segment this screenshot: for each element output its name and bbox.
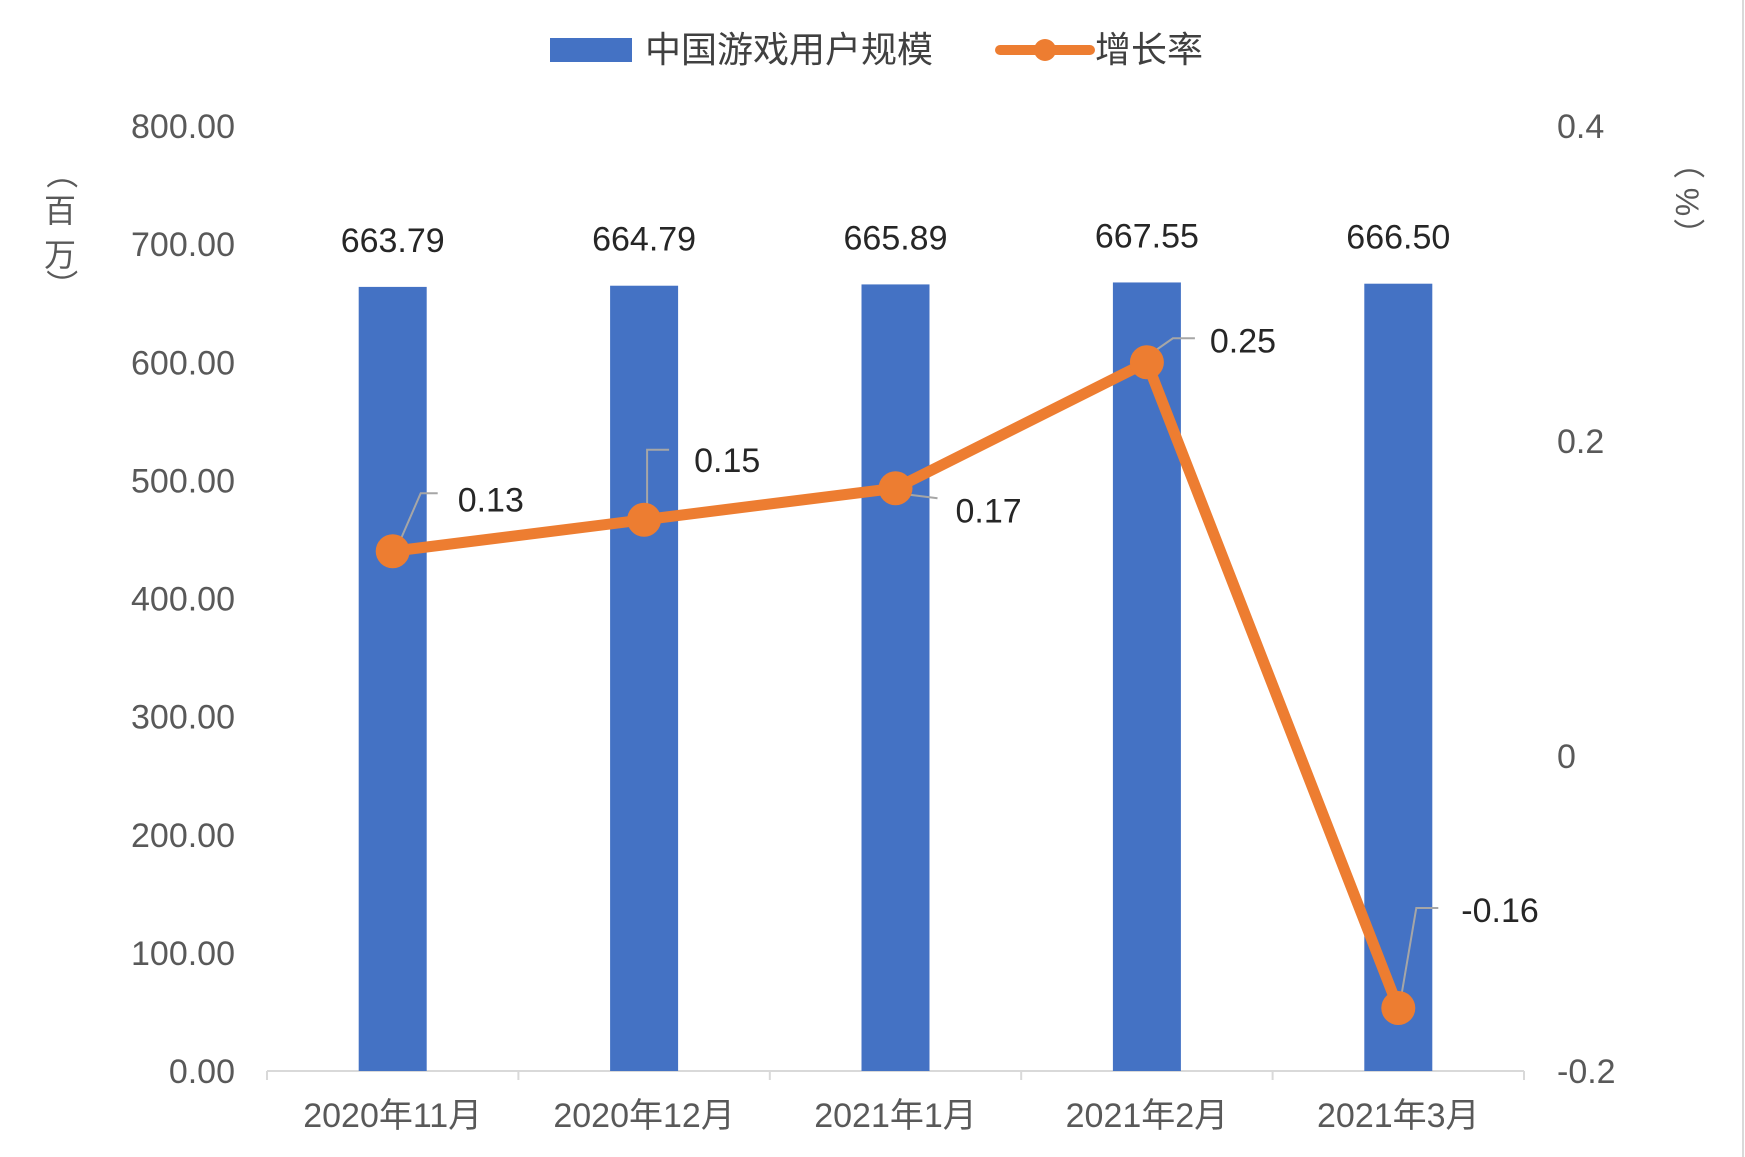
leader-line — [1400, 907, 1439, 997]
left-tick-label: 500.00 — [131, 462, 235, 500]
right-unit-char: ） — [1670, 218, 1706, 250]
left-unit-char: ） — [43, 269, 79, 301]
right-tick-label: -0.2 — [1557, 1053, 1616, 1091]
legend: 中国游戏用户规模 增长率 — [550, 29, 1203, 70]
left-axis-unit-label: （ 百 万 ） — [43, 157, 79, 301]
right-tick-label: 0.4 — [1557, 108, 1604, 146]
line-data-label: -0.16 — [1461, 892, 1539, 930]
left-axis-ticks: 0.00 100.00 200.00 300.00 400.00 500.00 600.00… — [131, 108, 235, 1091]
x-axis: 2020年11月 2020年12月 2021年1月 2021年2月 2021年3月 — [266, 1070, 1525, 1135]
line-data-labels: 0.13 0.15 0.17 0.25 -0.16 — [458, 322, 1539, 930]
right-unit-char: （ — [1670, 147, 1706, 179]
left-tick-label: 300.00 — [131, 699, 235, 737]
x-tick-label: 2021年2月 — [1066, 1097, 1229, 1135]
bar-series — [358, 282, 1433, 1072]
bar-data-label: 665.89 — [844, 219, 948, 257]
bar — [861, 284, 930, 1071]
left-unit-char: （ — [43, 157, 79, 189]
growth-rate-point — [375, 534, 410, 569]
leader-line — [1152, 337, 1195, 354]
right-axis-unit-label: （ % ） — [1669, 147, 1706, 250]
left-tick-label: 600.00 — [131, 344, 235, 382]
leader-line — [399, 492, 438, 540]
left-tick-label: 100.00 — [131, 935, 235, 973]
left-tick-label: 700.00 — [131, 226, 235, 264]
x-tick-label: 2021年3月 — [1317, 1097, 1480, 1135]
line-data-label: 0.15 — [694, 442, 760, 480]
line-data-label: 0.17 — [956, 492, 1022, 530]
bar-data-label: 666.50 — [1346, 219, 1450, 257]
bar — [1112, 282, 1181, 1072]
left-unit-char: 万 — [44, 237, 76, 273]
bar-data-label: 667.55 — [1095, 217, 1199, 255]
leader-line — [646, 448, 670, 508]
growth-rate-point — [878, 471, 913, 506]
right-tick-label: 0.2 — [1557, 423, 1604, 461]
left-tick-label: 200.00 — [131, 817, 235, 855]
leader-lines — [399, 337, 1439, 997]
legend-label-bar: 中国游戏用户规模 — [645, 29, 933, 70]
bar-data-label: 663.79 — [341, 222, 445, 260]
line-series — [375, 345, 1416, 1025]
bar — [358, 286, 427, 1071]
bar-data-label: 664.79 — [592, 221, 696, 259]
left-tick-label: 800.00 — [131, 108, 235, 146]
right-axis-ticks: -0.2 0 0.2 0.4 — [1557, 108, 1616, 1091]
right-unit-char: % — [1669, 188, 1705, 216]
bar — [610, 285, 679, 1072]
legend-swatch-bar — [550, 38, 632, 62]
right-tick-label: 0 — [1557, 738, 1576, 776]
growth-rate-point — [1129, 345, 1164, 380]
legend-label-line: 增长率 — [1095, 29, 1203, 70]
bar-data-labels: 663.79 664.79 665.89 667.55 666.50 — [341, 217, 1451, 259]
legend-swatch-marker — [1034, 39, 1056, 61]
x-tick-label: 2020年11月 — [303, 1097, 482, 1135]
left-unit-char: 百 — [44, 193, 76, 229]
growth-rate-point — [1381, 991, 1416, 1025]
growth-rate-point — [627, 502, 662, 537]
left-tick-label: 0.00 — [169, 1053, 235, 1091]
line-data-label: 0.25 — [1210, 322, 1276, 360]
x-tick-label: 2020年12月 — [553, 1097, 734, 1135]
left-tick-label: 400.00 — [131, 581, 235, 619]
line-data-label: 0.13 — [458, 481, 524, 519]
x-tick-label: 2021年1月 — [814, 1097, 977, 1135]
